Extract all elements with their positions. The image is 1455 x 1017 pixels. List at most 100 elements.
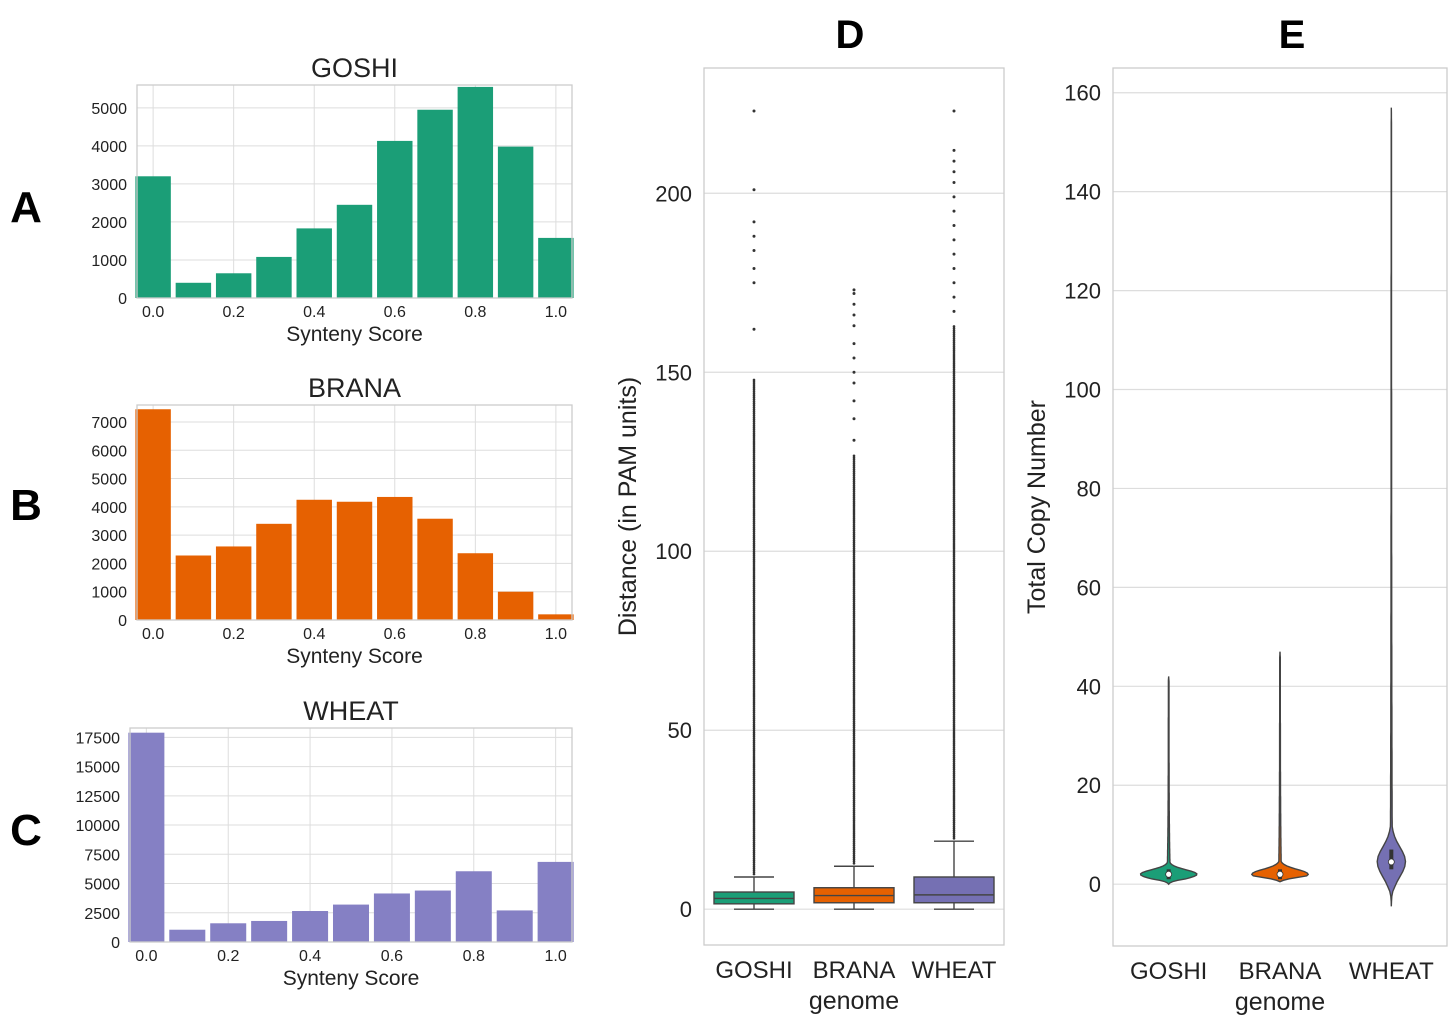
outlier-point (752, 729, 756, 732)
outlier-point (952, 470, 956, 474)
outlier-point (752, 815, 756, 819)
y-tick-label: 160 (1064, 81, 1101, 106)
outlier-point (952, 411, 956, 415)
outlier-point (752, 396, 756, 399)
outlier-point (852, 468, 856, 471)
outlier-point (852, 645, 856, 649)
outlier-point (752, 809, 756, 813)
outlier-point (952, 451, 956, 454)
outlier-point (752, 660, 756, 663)
outlier-point (952, 425, 956, 429)
outlier-point (952, 443, 956, 446)
outlier-point (852, 820, 856, 824)
outlier-point (952, 697, 956, 700)
bar-c (128, 732, 165, 942)
outlier-point (752, 420, 756, 423)
outlier-point (952, 455, 956, 458)
outlier-point (752, 811, 756, 815)
outlier-point (752, 437, 756, 441)
outlier-point (852, 759, 856, 763)
outlier-point (952, 797, 956, 801)
outlier-point (852, 531, 856, 534)
outlier-point (952, 596, 956, 600)
outlier-point (852, 582, 856, 586)
outlier-point (852, 769, 856, 773)
outlier-point (852, 608, 856, 611)
outlier-point (852, 671, 856, 674)
outlier-point (952, 775, 956, 779)
outlier-point (752, 573, 756, 577)
outlier-point (952, 380, 956, 383)
outlier-point (752, 807, 756, 811)
outlier-point (852, 702, 856, 706)
outlier-point (852, 783, 856, 786)
outlier-point (752, 431, 756, 435)
outlier-point (852, 474, 856, 477)
outlier-point (952, 109, 956, 113)
outlier-point (752, 439, 756, 443)
outlier-point (852, 840, 856, 844)
outlier-point (952, 327, 956, 330)
median-dot (1165, 870, 1173, 878)
x-tick-label: 0.0 (142, 304, 164, 321)
bar-c (332, 904, 370, 942)
outlier-point (752, 819, 756, 823)
outlier-point (852, 722, 856, 725)
outlier-point (952, 777, 956, 781)
outlier-point (952, 614, 956, 618)
outlier-point (952, 565, 956, 568)
y-tick-label: 4000 (91, 500, 127, 517)
outlier-point (752, 780, 756, 783)
outlier-point (752, 392, 756, 396)
x-tick-label: 1.0 (545, 626, 567, 643)
outlier-point (852, 694, 856, 698)
outlier-point (952, 813, 956, 817)
outlier-point (852, 537, 856, 540)
outlier-point (752, 609, 756, 612)
outlier-point (752, 622, 756, 626)
outlier-point (752, 626, 756, 630)
outlier-point (852, 771, 856, 775)
x-tick-label: 0.8 (463, 948, 485, 965)
outlier-point (752, 738, 756, 742)
outlier-point (852, 489, 856, 493)
outlier-point (852, 590, 856, 593)
outlier-point (952, 651, 956, 655)
outlier-point (852, 740, 856, 743)
outlier-point (752, 823, 756, 827)
outlier-point (952, 703, 956, 706)
outlier-point (952, 728, 956, 732)
outlier-point (952, 356, 956, 360)
outlier-point (852, 753, 856, 757)
outlier-point (752, 636, 756, 640)
outlier-point (752, 790, 756, 793)
outlier-point (752, 477, 756, 480)
outlier-point (752, 549, 756, 553)
y-axis-label: Total Copy Number (1023, 400, 1051, 614)
outlier-point (752, 249, 756, 253)
outlier-point (752, 546, 756, 549)
outlier-point (752, 707, 756, 711)
outlier-point (952, 724, 956, 728)
outlier-point (752, 825, 756, 829)
outlier-point (752, 412, 756, 415)
outlier-point (952, 718, 956, 722)
outlier-point (752, 565, 756, 569)
outlier-point (852, 643, 856, 647)
outlier-point (752, 595, 756, 598)
outlier-point (752, 406, 756, 409)
outlier-point (952, 403, 956, 407)
outlier-point (752, 327, 756, 331)
violin-wheat (1376, 107, 1407, 907)
outlier-point (852, 598, 856, 601)
outlier-point (952, 730, 956, 734)
outlier-point (852, 749, 856, 753)
outlier-point (952, 766, 956, 769)
outlier-point (852, 799, 856, 802)
outlier-point (852, 486, 856, 489)
outlier-point (752, 681, 756, 685)
outlier-point (752, 801, 756, 805)
outlier-point (952, 695, 956, 698)
outlier-point (752, 449, 756, 453)
outlier-point (952, 368, 956, 372)
